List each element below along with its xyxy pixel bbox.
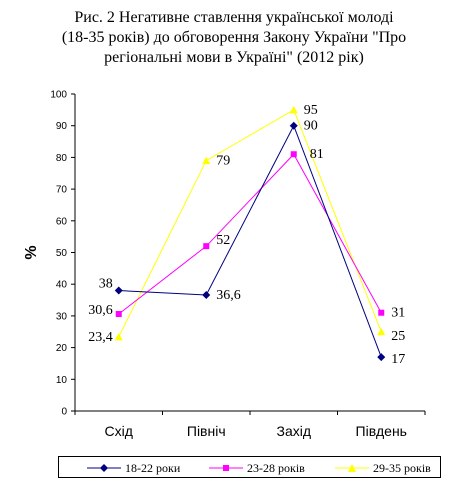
data-label: 38 bbox=[99, 277, 113, 292]
chart-title-line-2: (18-35 років) до обговорення Закону Укра… bbox=[61, 29, 407, 46]
data-point bbox=[289, 121, 298, 130]
y-tick-label: 10 bbox=[56, 375, 68, 386]
legend-item-series-1: 18-22 роки bbox=[87, 460, 180, 476]
chart-legend: 18-22 роки 23-28 років 29-35 років bbox=[58, 456, 441, 478]
y-axis-label: % bbox=[23, 245, 40, 259]
y-tick-label: 100 bbox=[50, 90, 67, 101]
y-tick-label: 20 bbox=[56, 343, 68, 354]
data-point bbox=[378, 309, 385, 316]
y-tick-label: 80 bbox=[56, 153, 68, 164]
data-label: 23,4 bbox=[88, 330, 113, 345]
y-tick-label: 0 bbox=[61, 407, 67, 418]
chart-title-line-1: Рис. 2 Негативне ставлення української м… bbox=[74, 9, 394, 26]
data-point bbox=[290, 151, 297, 158]
series-line bbox=[118, 153, 382, 315]
legend-label-series-1: 18-22 роки bbox=[125, 460, 181, 475]
data-label: 95 bbox=[304, 103, 318, 118]
series-line bbox=[118, 124, 382, 358]
data-label: 31 bbox=[391, 306, 405, 321]
legend-label-series-3: 29-35 років bbox=[373, 460, 431, 475]
data-point bbox=[289, 105, 298, 114]
chart-title-line-3: регіональні мови в Україні" (2012 рік) bbox=[104, 49, 364, 66]
data-point bbox=[203, 243, 210, 250]
legend-marker-diamond-icon bbox=[87, 464, 121, 472]
chart-title: Рис. 2 Негативне ставлення української м… bbox=[0, 8, 468, 68]
y-tick-label: 90 bbox=[56, 121, 68, 132]
x-tick-label: Південь bbox=[356, 423, 407, 439]
data-label: 17 bbox=[391, 352, 405, 367]
data-point bbox=[377, 327, 386, 336]
data-point bbox=[115, 310, 122, 317]
data-point bbox=[202, 156, 211, 165]
data-label: 52 bbox=[216, 233, 230, 248]
data-point bbox=[377, 353, 386, 362]
legend-marker-square-icon bbox=[209, 465, 243, 471]
series-line bbox=[118, 109, 382, 338]
y-tick-label: 40 bbox=[56, 280, 68, 291]
data-label: 81 bbox=[310, 147, 324, 162]
data-label: 36,6 bbox=[216, 288, 241, 303]
y-tick-label: 50 bbox=[56, 248, 68, 259]
legend-item-series-2: 23-28 років bbox=[209, 460, 305, 476]
legend-item-series-3: 29-35 років bbox=[335, 460, 431, 476]
data-point bbox=[114, 286, 123, 295]
data-label: 79 bbox=[216, 154, 230, 169]
legend-marker-triangle-icon bbox=[335, 464, 369, 472]
x-tick-label: Схід bbox=[105, 423, 133, 439]
x-tick-label: Північ bbox=[187, 423, 226, 439]
data-label: 90 bbox=[304, 119, 318, 134]
y-tick-label: 60 bbox=[56, 216, 68, 227]
y-tick-label: 30 bbox=[56, 311, 68, 322]
line-chart: 0 10 20 30 40 50 60 70 80 90 100 Схід Північ Захід Пів… bbox=[23, 90, 426, 439]
data-label: 30,6 bbox=[88, 303, 113, 318]
x-tick-label: Захід bbox=[276, 423, 311, 439]
legend-label-series-2: 23-28 років bbox=[247, 460, 305, 475]
y-tick-label: 70 bbox=[56, 185, 68, 196]
data-point bbox=[202, 290, 211, 299]
data-point bbox=[114, 332, 123, 341]
data-label: 25 bbox=[391, 329, 405, 344]
